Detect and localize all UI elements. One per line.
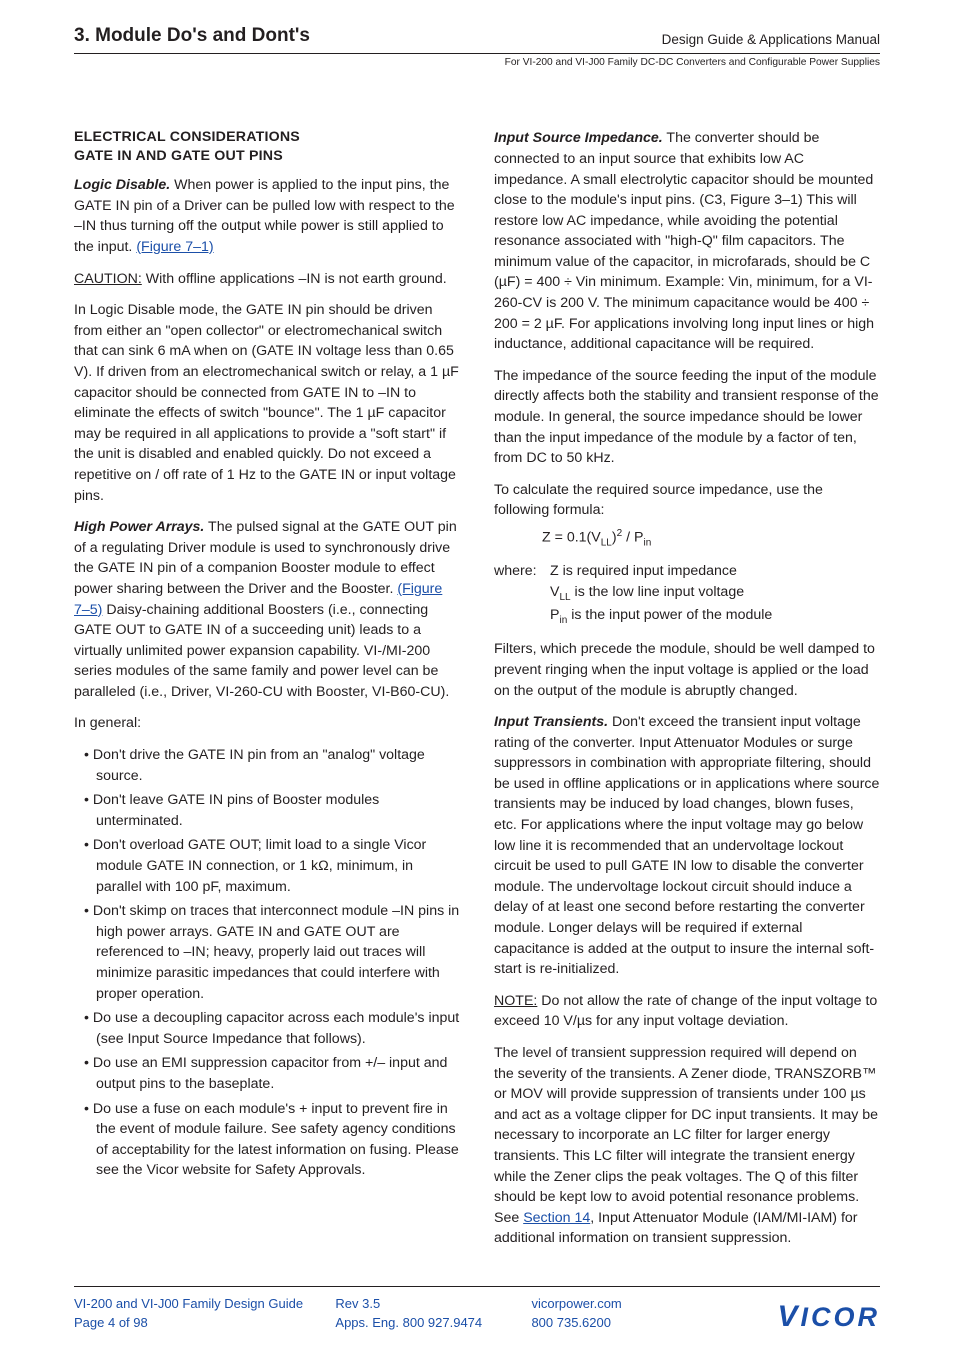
input-transients-para: Input Transients. Don't exceed the trans… <box>494 712 880 980</box>
input-transients-runin: Input Transients. <box>494 714 608 730</box>
list-item: Don't leave GATE IN pins of Booster modu… <box>74 790 460 831</box>
list-item: Don't drive the GATE IN pin from an "ana… <box>74 745 460 786</box>
note-text: Do not allow the rate of change of the i… <box>494 993 877 1030</box>
input-source-para: Input Source Impedance. The converter sh… <box>494 128 880 355</box>
footer-logo: VICOR <box>728 1295 880 1339</box>
footer-rev: Rev 3.5 <box>335 1295 531 1314</box>
list-item: Do use a decoupling capacitor across eac… <box>74 1008 460 1049</box>
footer-col3: vicorpower.com 800 735.6200 <box>531 1295 727 1333</box>
note-label: NOTE: <box>494 993 537 1009</box>
heading-line1: ELECTRICAL CONSIDERATIONS <box>74 129 300 145</box>
where-l2b: is the low line input voltage <box>571 584 745 600</box>
footer-col2: Rev 3.5 Apps. Eng. 800 927.9474 <box>335 1295 531 1333</box>
calc-intro: To calculate the required source impedan… <box>494 480 880 521</box>
manual-title: Design Guide & Applications Manual <box>662 30 880 50</box>
left-column: ELECTRICAL CONSIDERATIONS GATE IN AND GA… <box>74 128 460 1260</box>
formula-pre: Z = 0.1(V <box>542 530 601 546</box>
footer-guide: VI-200 and VI-J00 Family Design Guide <box>74 1295 335 1314</box>
impedance-formula: Z = 0.1(VLL)2 / Pin <box>542 527 880 551</box>
logic-para2: In Logic Disable mode, the GATE IN pin s… <box>74 300 460 506</box>
where-line3: Pin is the input power of the module <box>550 605 772 628</box>
formula-sub1: LL <box>601 538 612 549</box>
list-item: Don't skimp on traces that interconnect … <box>74 901 460 1004</box>
high-power-text2: Daisy-chaining additional Boosters (i.e.… <box>74 602 449 700</box>
right-column: Input Source Impedance. The converter sh… <box>494 128 880 1260</box>
list-item: Do use a fuse on each module's + input t… <box>74 1099 460 1181</box>
in-general-label: In general: <box>74 713 460 734</box>
input-source-text: The converter should be connected to an … <box>494 130 874 352</box>
figure-7-1-link[interactable]: (Figure 7–1) <box>136 239 213 255</box>
high-power-runin: High Power Arrays. <box>74 519 204 535</box>
section-14-link[interactable]: Section 14 <box>523 1210 590 1226</box>
section-title: 3. Module Do's and Dont's <box>74 22 310 50</box>
list-item: Do use an EMI suppression capacitor from… <box>74 1053 460 1094</box>
footer-col1: VI-200 and VI-J00 Family Design Guide Pa… <box>74 1295 335 1333</box>
bullet-list: Don't drive the GATE IN pin from an "ana… <box>74 745 460 1181</box>
input-source-runin: Input Source Impedance. <box>494 130 663 146</box>
page-footer: VI-200 and VI-J00 Family Design Guide Pa… <box>74 1286 880 1339</box>
footer-page: Page 4 of 98 <box>74 1314 335 1333</box>
caution-label: CAUTION: <box>74 271 142 287</box>
impedance-para: The impedance of the source feeding the … <box>494 366 880 469</box>
note-para: NOTE: Do not allow the rate of change of… <box>494 991 880 1032</box>
list-item: Don't overload GATE OUT; limit load to a… <box>74 835 460 897</box>
vicor-logo: VICOR <box>777 1302 880 1332</box>
formula-post: / P <box>622 530 643 546</box>
where-l2sub: LL <box>559 592 570 603</box>
high-power-para: High Power Arrays. The pulsed signal at … <box>74 517 460 702</box>
where-l3b: is the input power of the module <box>567 607 772 623</box>
where-label: where: <box>494 561 550 582</box>
section-heading: ELECTRICAL CONSIDERATIONS GATE IN AND GA… <box>74 128 460 165</box>
header-subtitle: For VI-200 and VI-J00 Family DC-DC Conve… <box>74 56 880 71</box>
page-header: 3. Module Do's and Dont's Design Guide &… <box>74 22 880 54</box>
footer-url: vicorpower.com <box>531 1295 727 1314</box>
caution-para: CAUTION: With offline applications –IN i… <box>74 269 460 290</box>
where-line2: VLL is the low line input voltage <box>550 582 744 605</box>
heading-line2: GATE IN AND GATE OUT PINS <box>74 148 283 164</box>
input-transients-text: Don't exceed the transient input voltage… <box>494 714 879 977</box>
where-line1: Z is required input impedance <box>550 561 737 582</box>
logic-disable-runin: Logic Disable. <box>74 177 170 193</box>
formula-sub2: in <box>643 538 651 549</box>
filters-para: Filters, which precede the module, shoul… <box>494 639 880 701</box>
transient-text1: The level of transient suppression requi… <box>494 1045 878 1226</box>
transient-para: The level of transient suppression requi… <box>494 1043 880 1249</box>
logic-disable-para: Logic Disable. When power is applied to … <box>74 175 460 257</box>
footer-apps: Apps. Eng. 800 927.9474 <box>335 1314 531 1333</box>
caution-text: With offline applications –IN is not ear… <box>142 271 447 287</box>
footer-phone: 800 735.6200 <box>531 1314 727 1333</box>
where-block: where: Z is required input impedance VLL… <box>494 561 880 628</box>
